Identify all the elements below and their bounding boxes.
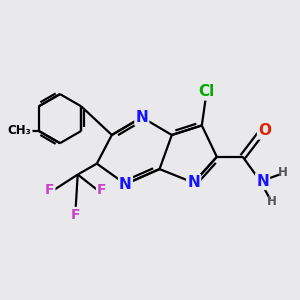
- Text: F: F: [45, 182, 54, 197]
- Text: H: H: [266, 195, 276, 208]
- Text: CH₃: CH₃: [8, 124, 32, 137]
- Text: N: N: [135, 110, 148, 125]
- Text: H: H: [278, 166, 288, 179]
- Text: N: N: [119, 177, 132, 192]
- Text: F: F: [71, 208, 80, 222]
- Text: Cl: Cl: [198, 84, 214, 99]
- Text: O: O: [258, 123, 271, 138]
- Text: N: N: [256, 174, 269, 189]
- Text: F: F: [97, 182, 106, 197]
- Text: N: N: [187, 175, 200, 190]
